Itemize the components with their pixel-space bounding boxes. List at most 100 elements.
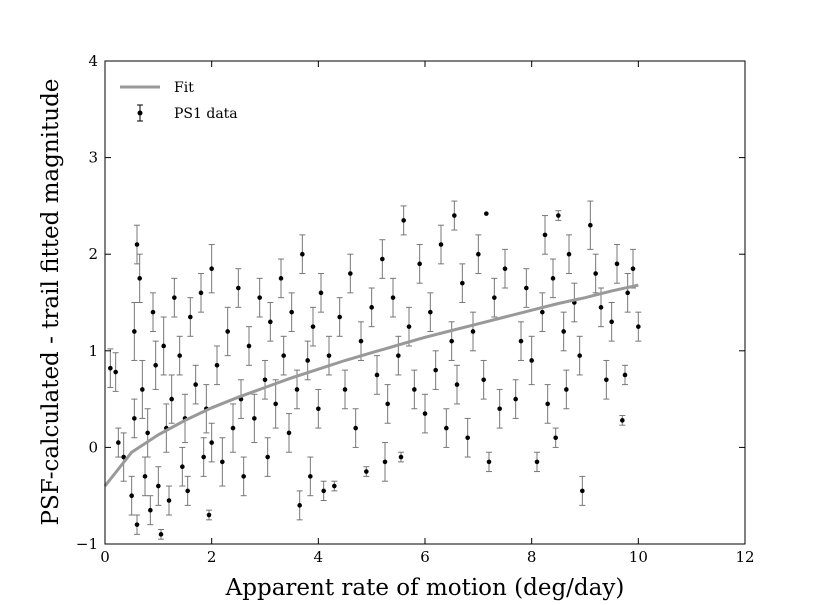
data-point <box>624 273 631 313</box>
data-marker <box>305 358 310 363</box>
data-marker <box>166 498 172 503</box>
data-marker <box>262 377 268 383</box>
data-point <box>358 321 364 361</box>
data-point <box>464 417 471 458</box>
data-point <box>560 311 567 352</box>
data-point <box>363 466 370 477</box>
data-point <box>139 359 146 419</box>
data-marker <box>257 295 262 300</box>
data-point <box>400 205 407 236</box>
data-marker <box>246 343 252 349</box>
data-point <box>630 248 636 289</box>
data-marker <box>417 261 422 267</box>
data-marker <box>342 387 348 392</box>
data-marker <box>497 406 502 412</box>
data-marker <box>201 454 206 460</box>
data-marker <box>542 232 548 238</box>
data-point <box>523 268 530 308</box>
data-marker <box>630 266 636 271</box>
data-point <box>470 311 476 352</box>
data-point <box>251 393 258 444</box>
data-marker <box>524 285 529 291</box>
data-point <box>235 268 242 308</box>
data-point <box>382 442 388 482</box>
data-marker <box>241 474 246 479</box>
legend: Fit PS1 data <box>120 80 238 122</box>
data-point <box>512 379 519 419</box>
data-point <box>411 369 418 410</box>
data-point <box>459 263 466 303</box>
data-point <box>579 475 586 506</box>
data-marker <box>470 329 476 334</box>
data-marker <box>142 474 148 479</box>
legend-data-label: PS1 data <box>174 106 238 122</box>
data-point <box>331 480 338 492</box>
data-point <box>347 253 354 294</box>
data-marker <box>310 324 316 329</box>
data-point <box>336 297 343 337</box>
data-point <box>315 388 322 429</box>
data-marker <box>150 309 156 315</box>
data-marker <box>177 353 182 358</box>
data-marker <box>278 276 284 281</box>
data-point <box>160 316 167 376</box>
data-marker <box>382 459 388 465</box>
data-marker <box>321 488 326 494</box>
data-marker <box>380 256 385 262</box>
data-marker <box>593 271 598 276</box>
data-point <box>518 321 524 361</box>
data-marker <box>337 314 342 320</box>
x-tick-label: 4 <box>314 548 324 566</box>
data-point <box>179 446 186 487</box>
y-tick-label: 0 <box>88 438 98 456</box>
data-point <box>390 277 396 318</box>
data-point <box>136 253 143 303</box>
data-marker <box>209 266 214 271</box>
data-point <box>264 437 271 477</box>
data-point <box>368 287 375 328</box>
data-marker <box>545 401 550 407</box>
data-point <box>475 234 482 275</box>
data-point <box>240 456 247 497</box>
data-marker <box>577 353 582 358</box>
data-point <box>491 277 498 318</box>
data-marker <box>492 295 497 300</box>
data-marker <box>180 464 185 470</box>
data-marker <box>422 411 428 416</box>
data-marker <box>188 314 193 320</box>
data-marker <box>486 459 492 465</box>
data-point <box>587 200 594 250</box>
data-point <box>192 364 199 405</box>
legend-data-marker <box>137 110 143 116</box>
data-marker <box>438 242 444 247</box>
data-marker <box>206 512 212 518</box>
data-marker <box>561 329 566 334</box>
data-marker <box>156 483 161 489</box>
data-marker <box>214 362 220 368</box>
data-point <box>614 244 620 284</box>
data-point <box>454 364 460 405</box>
data-marker <box>193 382 198 387</box>
x-tick-label: 10 <box>629 548 648 566</box>
data-marker <box>252 416 257 421</box>
data-marker <box>529 358 534 363</box>
data-point <box>288 292 295 332</box>
data-point <box>496 388 503 429</box>
data-marker <box>286 430 292 436</box>
data-marker <box>534 459 540 465</box>
data-marker <box>326 353 332 358</box>
data-marker <box>137 276 142 281</box>
data-marker <box>281 353 286 358</box>
data-point <box>502 248 508 289</box>
data-marker <box>273 401 278 407</box>
data-marker <box>132 416 137 421</box>
data-marker <box>268 319 273 325</box>
data-point <box>622 364 628 386</box>
data-point <box>432 350 439 390</box>
data-point <box>147 495 154 526</box>
data-point <box>374 355 380 395</box>
data-point <box>166 485 172 516</box>
data-point <box>326 335 332 376</box>
y-axis-title: PSF-calculated - trail fitted magnitude <box>38 79 64 526</box>
data-point <box>635 311 642 342</box>
